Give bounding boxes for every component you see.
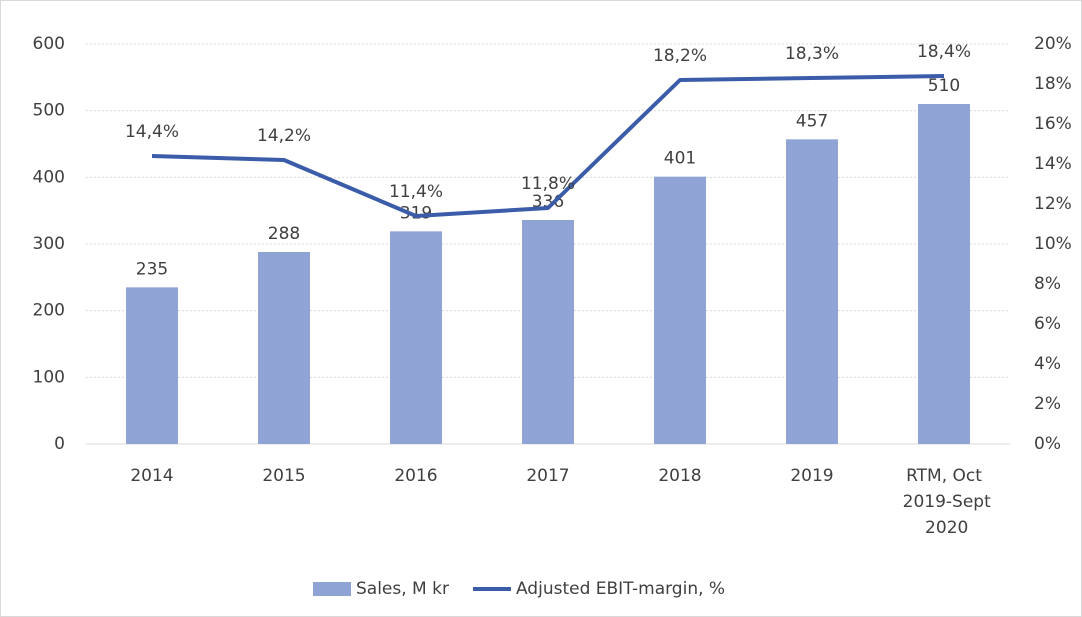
- x-tick-label: 2018: [658, 466, 701, 486]
- y-tick-label: 400: [33, 167, 65, 187]
- x-tick-label: 2017: [526, 466, 569, 486]
- line-value-label: 14,4%: [125, 122, 179, 142]
- y-tick-label: 0: [54, 434, 65, 454]
- y2-tick-label: 20%: [1034, 34, 1072, 54]
- legend-swatch: [313, 582, 351, 596]
- bar-value-label: 510: [928, 76, 960, 96]
- bar-value-label: 288: [268, 224, 300, 244]
- bar: [390, 231, 442, 444]
- bar-value-label: 457: [796, 111, 828, 131]
- y-tick-label: 500: [33, 101, 65, 121]
- bar: [258, 252, 310, 444]
- y2-tick-label: 18%: [1034, 74, 1072, 94]
- y-tick-label: 600: [33, 34, 65, 54]
- line-value-label: 14,2%: [257, 126, 311, 146]
- x-tick-label: 2014: [130, 466, 173, 486]
- bar: [126, 287, 178, 444]
- y2-tick-label: 12%: [1034, 194, 1072, 214]
- y2-tick-label: 16%: [1034, 114, 1072, 134]
- bar: [918, 104, 970, 444]
- x-tick-label: 2019: [790, 466, 833, 486]
- bar: [522, 220, 574, 444]
- y2-tick-label: 0%: [1034, 434, 1061, 454]
- x-tick-label: 2015: [262, 466, 305, 486]
- line-value-label: 18,4%: [917, 42, 971, 62]
- line-value-label: 18,2%: [653, 46, 707, 66]
- x-tick-label: 2016: [394, 466, 437, 486]
- line-value-label: 11,4%: [389, 182, 443, 202]
- y2-tick-label: 14%: [1034, 154, 1072, 174]
- legend-label: Adjusted EBIT-margin, %: [516, 579, 725, 599]
- y-tick-label: 200: [33, 301, 65, 321]
- y2-tick-label: 2%: [1034, 394, 1061, 414]
- line-value-label: 11,8%: [521, 174, 575, 194]
- bar: [654, 176, 706, 444]
- y-tick-label: 100: [33, 367, 65, 387]
- y2-tick-label: 10%: [1034, 234, 1072, 254]
- y-tick-label: 300: [33, 234, 65, 254]
- line-value-label: 18,3%: [785, 44, 839, 64]
- bar: [786, 139, 838, 445]
- line-series: [151, 74, 945, 218]
- legend-label: Sales, M kr: [356, 579, 449, 599]
- bar-value-label: 319: [400, 203, 432, 223]
- bar-value-label: 401: [664, 149, 696, 169]
- x-tick-label: RTM, Oct 2019-Sept 2020: [897, 466, 991, 538]
- bar-value-label: 235: [136, 259, 168, 279]
- y2-tick-label: 4%: [1034, 354, 1061, 374]
- y2-tick-label: 8%: [1034, 274, 1061, 294]
- y2-tick-label: 6%: [1034, 314, 1061, 334]
